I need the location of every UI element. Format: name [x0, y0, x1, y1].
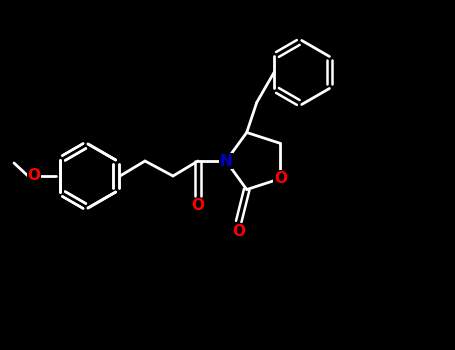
- Text: O: O: [27, 168, 40, 183]
- Text: O: O: [192, 198, 204, 214]
- Text: N: N: [220, 154, 233, 168]
- Text: O: O: [232, 224, 245, 239]
- Text: O: O: [274, 171, 287, 186]
